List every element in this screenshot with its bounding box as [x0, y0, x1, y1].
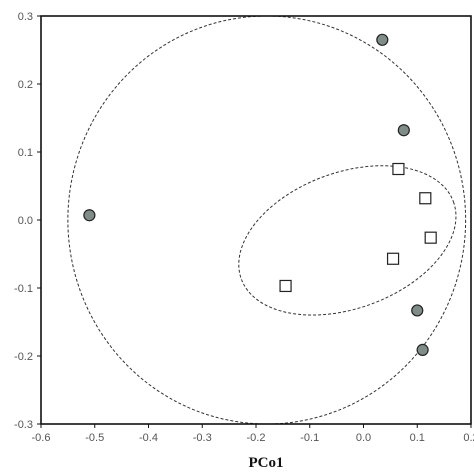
x-tick-label: -0.3: [193, 432, 212, 444]
data-point-square: [386, 252, 400, 265]
data-point-square: [424, 231, 437, 244]
data-point-square: [419, 192, 432, 205]
y-tick-label: 0.1: [18, 147, 33, 159]
x-tick-label: 0.1: [410, 432, 425, 444]
x-tick-label: 0.2: [463, 432, 474, 444]
y-tick-label: -0.2: [14, 351, 33, 363]
data-points: [83, 33, 437, 356]
data-point-circle: [411, 304, 424, 317]
x-tick-label: -0.6: [32, 432, 51, 444]
x-tick-label: 0.0: [356, 432, 371, 444]
x-axis-ticks: -0.6 -0.5 -0.4 -0.3 -0.2 -0.1 0.0 0.1 0.2: [32, 424, 474, 444]
data-point-square: [279, 279, 292, 293]
y-tick-label: -0.1: [14, 283, 33, 295]
confidence-ellipse-2: [238, 165, 457, 316]
y-tick-label: -0.3: [14, 419, 33, 431]
data-point-circle: [83, 209, 96, 222]
data-point-circle: [376, 33, 389, 46]
x-tick-label: -0.1: [300, 432, 319, 444]
data-point-circle: [397, 124, 410, 137]
y-axis-ticks: 0.3 0.2 0.1 0.0 -0.1 -0.2 -0.3: [14, 11, 41, 431]
x-tick-label: -0.2: [247, 432, 266, 444]
data-point-square: [392, 162, 405, 176]
y-tick-label: 0.2: [18, 79, 33, 91]
x-tick-label: -0.4: [139, 432, 158, 444]
y-tick-label: 0.3: [18, 11, 33, 23]
x-tick-label: -0.5: [85, 432, 104, 444]
x-axis-title: PCo1: [249, 455, 284, 471]
data-point-circle: [416, 343, 429, 356]
y-tick-label: 0.0: [18, 215, 33, 227]
